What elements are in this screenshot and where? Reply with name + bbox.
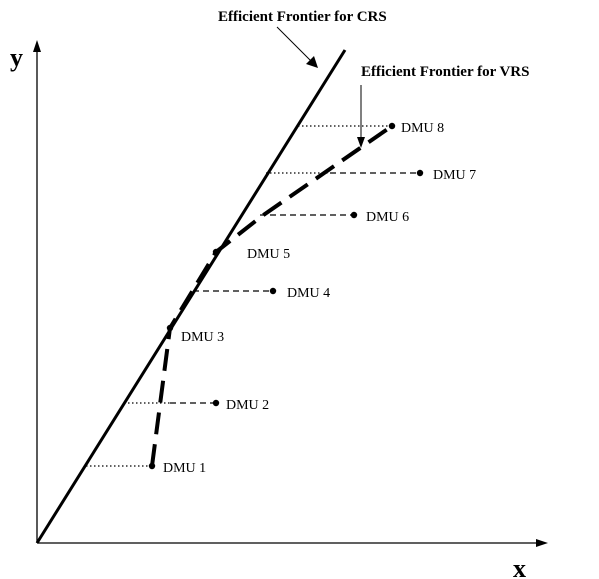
dmu-6-label: DMU 6 (366, 210, 409, 225)
dmu-5-label: DMU 5 (247, 247, 290, 262)
dmu-3-label: DMU 3 (181, 330, 224, 345)
dmu-5-point (212, 248, 220, 256)
dmu-1-point (148, 462, 156, 470)
vrs-pointer-arrowhead (357, 137, 365, 148)
crs-pointer-arrowhead (306, 56, 318, 68)
dmu-6-point (350, 211, 358, 219)
y-axis-label: y (10, 43, 23, 72)
crs-frontier-title: Efficient Frontier for CRS (218, 9, 387, 25)
dmu-8-label: DMU 8 (401, 121, 444, 136)
crs-pointer-line (276, 26, 313, 63)
dmu-7-point (416, 169, 424, 177)
dmu-1-label: DMU 1 (163, 461, 206, 476)
dmu-2-label: DMU 2 (226, 398, 269, 413)
dmu-4-label: DMU 4 (287, 286, 330, 301)
dmu-points (148, 122, 424, 470)
x-axis-arrowhead (536, 539, 548, 547)
dmu-8-point (388, 122, 396, 130)
dmu-7-label: DMU 7 (433, 168, 476, 183)
projection-lines (86, 125, 420, 467)
axes (36, 50, 538, 544)
x-axis-label: x (513, 554, 526, 579)
vrs-frontier-line (150, 124, 394, 467)
vrs-frontier-title: Efficient Frontier for VRS (361, 64, 529, 80)
dmu-4-point (269, 287, 277, 295)
dmu-labels: DMU 1 DMU 2 DMU 3 DMU 4 DMU 5 DMU 6 DMU … (163, 121, 476, 476)
dmu-3-point (166, 324, 174, 332)
y-axis-arrowhead (33, 40, 41, 52)
annotation-arrows (276, 26, 362, 140)
dmu-2-point (212, 399, 220, 407)
